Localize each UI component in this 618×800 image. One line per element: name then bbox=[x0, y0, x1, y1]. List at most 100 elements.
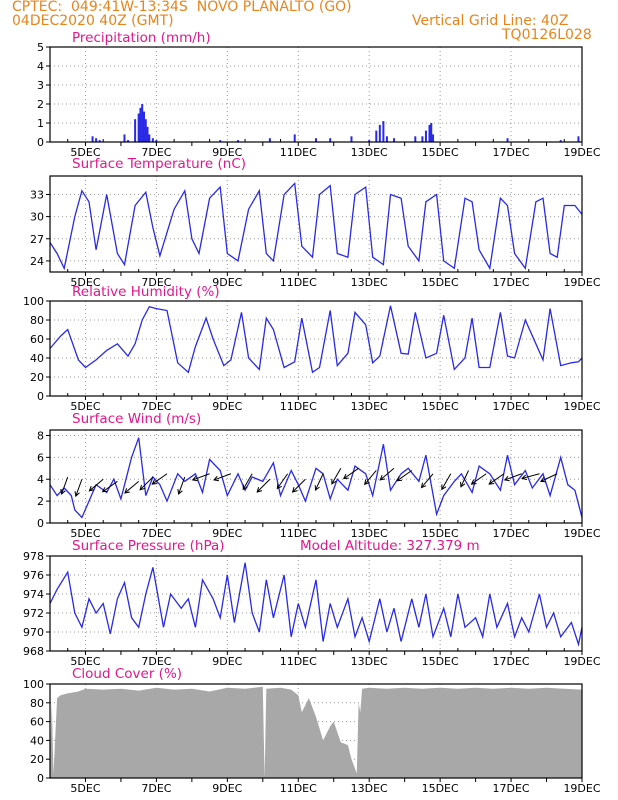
y-tick-label: 100 bbox=[23, 295, 44, 308]
series-line bbox=[49, 181, 583, 271]
wind-arrow-head bbox=[379, 475, 386, 481]
precip-bar bbox=[293, 134, 296, 142]
wind-arrow-shaft bbox=[242, 473, 253, 490]
precip-bar bbox=[315, 138, 317, 142]
y-tick-label: 4 bbox=[37, 60, 44, 73]
wind-arrow-head bbox=[331, 478, 337, 485]
series-line bbox=[49, 305, 583, 374]
x-tick-label: 11DEC bbox=[280, 400, 317, 413]
wind-arrow-head bbox=[151, 479, 158, 485]
y-tick-label: 4 bbox=[37, 473, 44, 486]
x-tick-label: 7DEC bbox=[141, 655, 171, 668]
wind-arrow-head bbox=[60, 488, 66, 495]
wind-arrow-shaft bbox=[460, 470, 469, 488]
panel-title: Cloud Cover (%) bbox=[72, 666, 182, 682]
y-tick-label: 970 bbox=[23, 626, 44, 639]
wind-arrow-head bbox=[539, 477, 546, 483]
y-tick-label: 0 bbox=[37, 136, 44, 149]
x-tick-label: 13DEC bbox=[351, 655, 388, 668]
precip-bar bbox=[141, 104, 144, 142]
wind-arrow-head bbox=[88, 485, 95, 492]
x-tick-label: 9DEC bbox=[212, 782, 242, 795]
precip-bar bbox=[368, 140, 371, 142]
wind-arrow-shaft bbox=[421, 473, 434, 488]
panel-frame bbox=[49, 683, 583, 779]
x-tick-label: 5DEC bbox=[70, 655, 100, 668]
y-tick-label: 6 bbox=[37, 451, 44, 464]
panel-0: Precipitation (mm/h) 0 1 2 3 4 5 5DEC 7DEC 9DEC 11… bbox=[37, 30, 601, 159]
precip-bar bbox=[91, 136, 94, 142]
x-tick-label: 19DEC bbox=[563, 146, 600, 159]
precip-bar bbox=[382, 121, 385, 142]
wind-arrow-head bbox=[124, 488, 130, 494]
wind-arrow-shaft bbox=[178, 476, 186, 495]
panel-3: Surface Wind (m/s) 0 2 4 6 8 5DEC 7DEC 9DEC 11DEC… bbox=[37, 411, 601, 540]
wind-arrow-head bbox=[460, 481, 466, 488]
wind-arrow-shaft bbox=[343, 467, 359, 480]
header-grid-line: Vertical Grid Line: 40Z bbox=[412, 13, 569, 29]
panel-title: Surface Pressure (hPa) bbox=[72, 538, 225, 554]
precip-bar bbox=[430, 123, 433, 142]
panel-1: Surface Temperature (nC) 24 27 30 33 5DEC 7DEC… bbox=[30, 156, 601, 289]
header-date: 04DEC2020 40Z (GMT) bbox=[12, 13, 174, 29]
precip-bar bbox=[424, 130, 427, 142]
y-tick-label: 100 bbox=[23, 678, 44, 691]
x-tick-label: 7DEC bbox=[141, 400, 171, 413]
precip-bar bbox=[329, 138, 332, 142]
wind-arrow-head bbox=[342, 473, 349, 480]
x-tick-label: 11DEC bbox=[280, 655, 317, 668]
precip-bar bbox=[506, 138, 509, 142]
wind-arrow-head bbox=[74, 491, 80, 498]
y-tick-label: 30 bbox=[30, 211, 44, 224]
precip-bar bbox=[577, 136, 580, 142]
header-line1: CPTEC: 049:41W-13:34S NOVO PLANALTO (GO) bbox=[12, 0, 352, 15]
wind-arrow-shaft bbox=[441, 473, 452, 490]
y-tick-label: 2 bbox=[37, 495, 44, 508]
y-tick-label: 0 bbox=[37, 772, 44, 785]
wind-arrow-head bbox=[242, 484, 248, 491]
y-tick-label: 2 bbox=[37, 98, 44, 111]
y-tick-label: 5 bbox=[37, 41, 44, 54]
x-tick-label: 19DEC bbox=[563, 782, 600, 795]
y-tick-label: 972 bbox=[23, 607, 44, 620]
wind-arrow-shaft bbox=[315, 473, 324, 491]
wind-arrow-head bbox=[314, 485, 320, 492]
x-tick-label: 17DEC bbox=[493, 400, 530, 413]
x-tick-label: 9DEC bbox=[212, 655, 242, 668]
precip-bar bbox=[137, 113, 140, 142]
wind-arrow-head bbox=[139, 484, 146, 491]
precip-bar bbox=[375, 130, 378, 142]
series-line bbox=[49, 562, 583, 647]
wind-arrow-shaft bbox=[396, 470, 413, 482]
y-tick-label: 3 bbox=[37, 79, 44, 92]
precip-bar bbox=[414, 136, 417, 142]
x-tick-label: 9DEC bbox=[212, 146, 242, 159]
wind-arrow-shaft bbox=[89, 478, 104, 492]
precip-bar bbox=[139, 107, 142, 142]
wind-arrow-shaft bbox=[364, 470, 377, 485]
x-tick-label: 15DEC bbox=[422, 146, 459, 159]
x-tick-label: 19DEC bbox=[563, 527, 600, 540]
wind-arrow-head bbox=[364, 479, 370, 486]
wind-arrow-shaft bbox=[152, 473, 168, 485]
precip-bar bbox=[559, 140, 562, 142]
wind-arrow-shaft bbox=[61, 476, 69, 495]
y-tick-label: 80 bbox=[30, 314, 44, 327]
wind-arrow-head bbox=[101, 487, 108, 493]
x-tick-label: 17DEC bbox=[493, 146, 530, 159]
wind-arrow-shaft bbox=[213, 473, 232, 481]
x-tick-label: 17DEC bbox=[493, 782, 530, 795]
y-tick-label: 0 bbox=[37, 517, 44, 530]
precip-bar bbox=[393, 138, 396, 142]
panel-title: Surface Temperature (nC) bbox=[72, 156, 246, 172]
wind-arrow-shaft bbox=[192, 473, 210, 481]
panel-frame bbox=[49, 300, 583, 397]
x-tick-label: 7DEC bbox=[141, 276, 171, 289]
precip-bar bbox=[236, 140, 239, 142]
x-tick-label: 17DEC bbox=[493, 655, 530, 668]
x-tick-label: 5DEC bbox=[70, 782, 100, 795]
y-tick-label: 8 bbox=[37, 429, 44, 442]
x-tick-label: 5DEC bbox=[70, 527, 100, 540]
wind-arrow-head bbox=[420, 482, 427, 489]
wind-arrow-shaft bbox=[139, 476, 154, 491]
